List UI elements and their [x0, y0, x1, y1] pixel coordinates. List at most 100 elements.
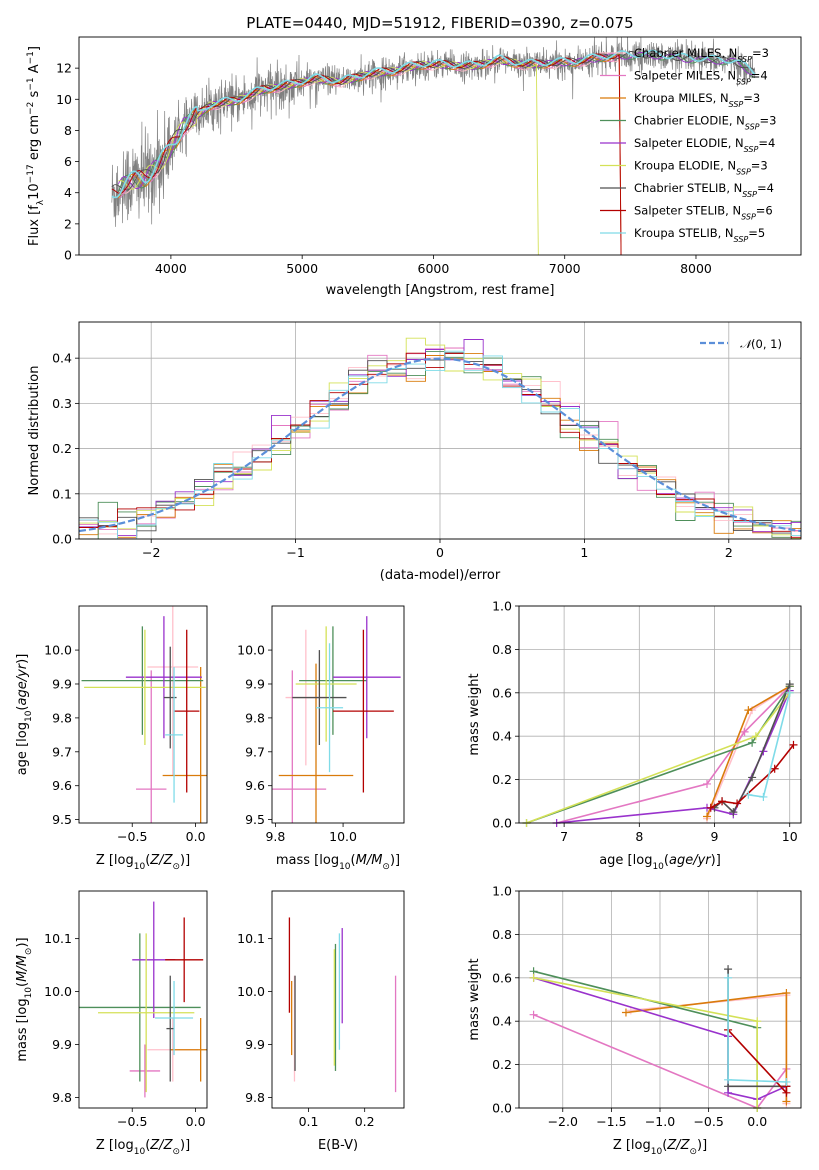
mass-weight-point: [759, 792, 768, 801]
x-tick-label: 5000: [286, 261, 318, 276]
error-bar-point: [155, 980, 194, 1056]
legend-entry-normal: 𝒩(0, 1): [740, 337, 782, 351]
normal-curve: [78, 357, 802, 533]
axes-frame: [78, 605, 208, 824]
y-tick-label: 0: [64, 248, 72, 263]
mass-weight-point: [751, 732, 760, 741]
mass-weight-point: [748, 738, 757, 747]
y-tick-label: 9.8: [52, 710, 72, 725]
x-tick-label: −2: [142, 545, 160, 560]
y-tick-label: 9.8: [245, 1090, 265, 1105]
plot-layer: 4000 5000 6000 7000 8000024681012wavelength …: [15, 36, 802, 1157]
x-tick-label: −0.5: [117, 1114, 147, 1129]
mass-weight-point: [703, 812, 711, 821]
y-tick-label: 0.4: [52, 351, 72, 366]
error-bar-point: [170, 1018, 207, 1082]
mass-weight-line: [625, 992, 788, 1102]
y-tick-label: 9.9: [52, 1037, 72, 1052]
y-tick-label: 9.5: [245, 812, 265, 827]
y-axis-label: Normed distribution: [27, 366, 42, 496]
x-axis-label: wavelength [Angstrom, rest frame]: [326, 283, 555, 298]
y-tick-label: 0.2: [492, 1057, 512, 1072]
x-tick-label: 0.0: [747, 1114, 767, 1129]
mass-weight-point: [770, 764, 779, 773]
axes-frame: [78, 890, 208, 1109]
y-tick-label: 9.6: [245, 778, 265, 793]
model-spectrum-line: [111, 49, 756, 199]
x-tick-label: −2.0: [548, 1114, 578, 1129]
mass-weight-point: [529, 973, 538, 982]
model-spectrum-line: [111, 51, 755, 191]
y-tick-label: 9.6: [52, 778, 72, 793]
x-tick-label: 1: [580, 545, 588, 560]
y-tick-label: 0.6: [492, 685, 512, 700]
legend-entry-kroupa-elodie: Kroupa ELODIE, NSSP=3: [634, 159, 768, 177]
x-tick-label: 9.8: [265, 829, 285, 844]
x-tick-label: 0.0: [186, 1114, 206, 1129]
mass-weight-point: [703, 779, 711, 788]
mass-vs-ebv-panel: 0.1 0.2 9.8 9.9 10.0 10.1 E(B-V): [237, 890, 405, 1153]
y-axis-label: age [log10(age/yr)]: [15, 654, 34, 776]
mass-weight-line: [526, 692, 791, 823]
mass-weight-point: [782, 1077, 791, 1086]
y-tick-label: 0.2: [52, 441, 72, 456]
y-tick-label: 2: [64, 216, 72, 231]
error-bar-point: [299, 626, 367, 735]
model-spectrum-line: [118, 55, 622, 255]
x-tick-label: −0.5: [693, 1114, 723, 1129]
y-tick-label: 0.2: [492, 772, 512, 787]
legend-entry-salpeter-elodie: Salpeter ELODIE, NSSP=4: [634, 136, 775, 154]
mass-weight-point: [724, 1075, 733, 1084]
x-axis-label: Z [log10(Z/Z⊙)]: [96, 853, 190, 872]
mass-weight-point: [724, 965, 733, 974]
axes-frame: [518, 605, 802, 824]
y-tick-label: 9.7: [52, 744, 72, 759]
error-bar-point: [292, 650, 347, 746]
legend-entry-salpeter-stelib: Salpeter STELIB, NSSP=6: [634, 204, 773, 222]
mass-vs-Z-panel: −0.5 0.0 9.8 9.9 10.0 10.1 Z [log10(Z/Z⊙)] mass…: [15, 890, 208, 1157]
x-tick-label: 6000: [418, 261, 450, 276]
y-tick-label: 9.8: [52, 1090, 72, 1105]
x-axis-label: mass [log10(M/M⊙)]: [276, 853, 400, 872]
mass-weight-point: [744, 706, 753, 715]
mass-weight-point: [529, 1010, 538, 1019]
mass-weight-line: [533, 970, 758, 1108]
mass-weight-point: [706, 803, 715, 812]
x-tick-label: 4000: [155, 261, 187, 276]
error-bar-point: [166, 975, 175, 1082]
mass-weight-point: [718, 797, 727, 806]
y-axis-label: mass [log10(M/M⊙)]: [15, 937, 34, 1061]
error-bar-point: [295, 626, 357, 742]
legend-entry-chabrier-elodie: Chabrier ELODIE, NSSP=3: [634, 114, 776, 132]
legend-entry-salpeter-miles: Salpeter MILES, NSSP=4: [634, 69, 768, 87]
y-tick-label: 0.4: [492, 1014, 512, 1029]
x-axis-label: age [log10(age/yr)]: [599, 853, 721, 872]
x-tick-label: −1.0: [645, 1114, 675, 1129]
x-tick-label: 7: [560, 829, 568, 844]
axes-frame: [78, 321, 802, 540]
x-tick-label: −1: [286, 545, 304, 560]
y-tick-label: 0.3: [52, 396, 72, 411]
residual-histogram: [79, 352, 801, 538]
legend-entry-chabrier-miles: Chabrier MILES, NSSP=3: [634, 46, 769, 64]
x-tick-label: 10: [782, 829, 798, 844]
mass-weight-line: [533, 977, 758, 1108]
y-tick-label: 12: [56, 61, 72, 76]
age-vs-mass-panel: 9.8 10.0 9.5 9.6 9.7 9.8 9.9 10.0 mass [log10(M/…: [237, 605, 405, 872]
model-spectrum-line: [111, 53, 622, 255]
error-bar-point: [332, 616, 401, 739]
mass-weight-point: [789, 740, 798, 749]
y-tick-label: 0.8: [492, 642, 512, 657]
y-tick-label: 10.0: [237, 984, 265, 999]
y-tick-label: 4: [64, 185, 72, 200]
error-bar-point: [165, 667, 183, 803]
y-tick-label: 0.4: [492, 729, 512, 744]
axes-frame: [271, 890, 405, 1109]
x-tick-label: 2: [725, 545, 733, 560]
error-bar-point: [278, 663, 354, 823]
mass-weight-point: [782, 988, 791, 997]
y-tick-label: 10.0: [44, 643, 72, 658]
mass-weight-point: [733, 799, 742, 808]
y-tick-label: 9.9: [52, 676, 72, 691]
figure-title: PLATE=0440, MJD=51912, FIBERID=0390, z=0…: [246, 14, 633, 32]
